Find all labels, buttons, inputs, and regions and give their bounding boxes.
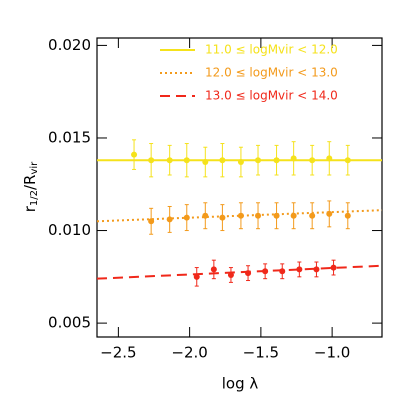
y-label-part: 1/2 xyxy=(29,190,40,206)
data-point xyxy=(183,157,190,164)
data-point xyxy=(202,212,209,219)
data-point xyxy=(183,214,190,221)
data-point xyxy=(219,157,226,164)
data-point xyxy=(296,266,303,273)
x-tick-label: −2.5 xyxy=(100,344,136,362)
data-point xyxy=(210,266,217,273)
x-tick-label: −1.0 xyxy=(314,344,350,362)
data-point xyxy=(193,273,200,280)
data-point xyxy=(255,212,262,219)
data-point xyxy=(166,157,173,164)
data-point xyxy=(131,151,138,158)
x-tick-label: −2.0 xyxy=(171,344,207,362)
data-point xyxy=(309,212,316,219)
data-point xyxy=(290,212,297,219)
y-tick-label: 0.010 xyxy=(48,221,91,239)
data-point xyxy=(166,216,173,223)
data-point xyxy=(148,157,155,164)
data-point xyxy=(219,214,226,221)
data-point xyxy=(279,268,286,275)
data-point xyxy=(227,271,234,278)
y-axis-label: r1/2/Rvir xyxy=(21,161,41,212)
legend-label: 13.0 ≤ logMvir < 14.0 xyxy=(205,89,338,103)
data-point xyxy=(255,157,262,164)
data-point xyxy=(326,155,333,162)
y-label-part: r xyxy=(21,205,39,212)
data-point xyxy=(148,218,155,225)
legend-label: 12.0 ≤ logMvir < 13.0 xyxy=(205,66,338,80)
data-point xyxy=(237,212,244,219)
data-point xyxy=(326,210,333,217)
data-point xyxy=(344,212,351,219)
data-point xyxy=(273,212,280,219)
data-point xyxy=(309,157,316,164)
y-label-part: vir xyxy=(29,161,40,175)
data-point xyxy=(330,264,337,271)
data-point xyxy=(273,157,280,164)
data-point xyxy=(262,268,269,275)
x-tick-label: −1.5 xyxy=(243,344,279,362)
data-point xyxy=(202,159,209,166)
y-tick-label: 0.015 xyxy=(48,128,91,146)
data-point xyxy=(313,266,320,273)
data-point xyxy=(245,270,252,277)
fit-line xyxy=(96,264,383,280)
y-label-part: /R xyxy=(21,175,39,190)
x-axis-label: log λ xyxy=(222,375,259,393)
data-point xyxy=(344,157,351,164)
y-tick-label: 0.005 xyxy=(48,314,91,332)
data-point xyxy=(237,159,244,166)
y-tick-label: 0.020 xyxy=(48,36,91,54)
legend-label: 11.0 ≤ logMvir < 12.0 xyxy=(205,43,338,57)
plot-frame xyxy=(96,37,383,338)
data-point xyxy=(290,155,297,162)
